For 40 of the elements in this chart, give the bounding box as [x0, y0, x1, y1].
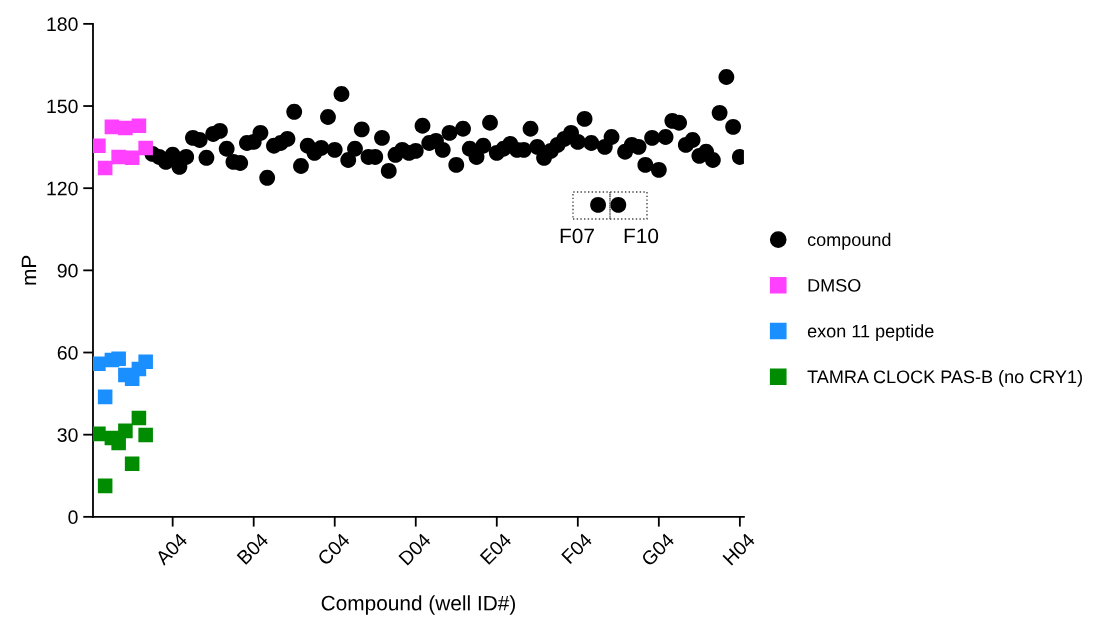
- x-tick-label: G04: [640, 532, 676, 567]
- y-tick-label: 120: [47, 181, 78, 196]
- x-tick-label: C04: [316, 532, 351, 567]
- point: [92, 426, 106, 442]
- point: [138, 140, 153, 156]
- point: [124, 456, 140, 471]
- point: [97, 160, 113, 176]
- x-tick-label: A04: [154, 532, 189, 566]
- point: [97, 389, 113, 405]
- point: [131, 410, 147, 426]
- point: [92, 138, 106, 154]
- point: [118, 120, 133, 136]
- x-tick-label: H04: [722, 532, 756, 566]
- legend-label: exon 11 peptide: [807, 324, 934, 342]
- legend-label: TAMRA CLOCK PAS-B (no CRY1): [807, 369, 1082, 387]
- point: [92, 356, 106, 372]
- point: [138, 354, 153, 370]
- point: [111, 149, 126, 165]
- x-axis-title: Compound (well ID#): [321, 595, 516, 615]
- x-tick-label: D04: [398, 532, 432, 566]
- point: [118, 423, 133, 439]
- point: [111, 351, 126, 367]
- y-axis-title: mP: [21, 255, 37, 285]
- annotation: F07: [560, 228, 594, 244]
- y-tick-label: 180: [47, 17, 78, 32]
- point: [97, 478, 113, 494]
- point: [131, 118, 147, 134]
- legend-label: compound: [807, 232, 891, 250]
- point: [124, 150, 140, 166]
- point: [138, 427, 153, 443]
- annotation: F10: [624, 228, 659, 244]
- x-tick-label: B04: [236, 532, 270, 565]
- legend-label: DMSO: [808, 278, 861, 292]
- y-tick-label: 90: [57, 263, 78, 278]
- x-tick-label: F04: [561, 532, 593, 565]
- y-tick-label: 30: [57, 428, 78, 442]
- x-tick-label: E04: [479, 532, 513, 565]
- y-tick-label: 150: [47, 99, 78, 114]
- y-tick-label: 0: [68, 510, 78, 525]
- y-tick-label: 60: [57, 345, 78, 360]
